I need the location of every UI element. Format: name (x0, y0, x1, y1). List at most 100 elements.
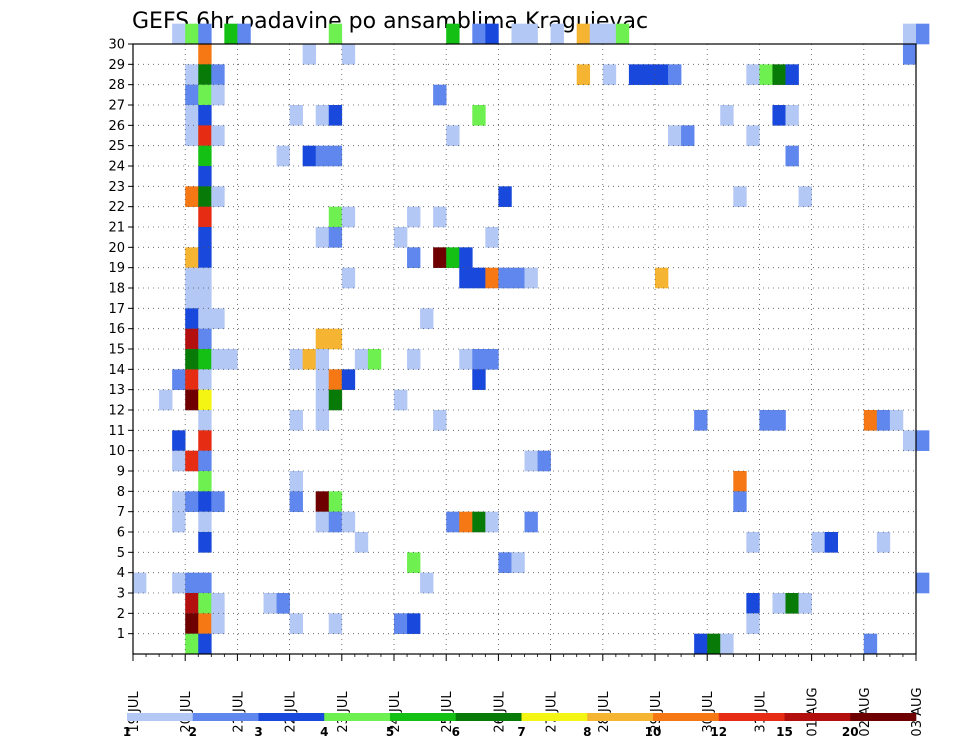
precip-cell (354, 349, 369, 370)
precip-cell (511, 267, 525, 289)
x-tick-label: 25 JUL (440, 691, 455, 733)
precip-cell (902, 44, 917, 65)
y-tick-label: 6 (117, 526, 125, 541)
y-tick-label: 27 (108, 99, 125, 114)
precip-cell (263, 593, 277, 614)
precip-cell (198, 23, 212, 45)
precip-cell (315, 410, 330, 431)
precip-cell (863, 410, 878, 431)
precip-cell (172, 450, 186, 472)
precip-cell (876, 410, 891, 431)
precip-cell (341, 267, 356, 289)
colorbar-label: 1 (123, 725, 131, 739)
colorbar-label: 7 (517, 725, 525, 739)
precip-cell (198, 450, 212, 472)
precip-cell (433, 84, 447, 106)
precip-cell (733, 471, 747, 492)
precip-cell (824, 532, 838, 553)
x-tick-label: 23 JUL (336, 691, 351, 733)
y-tick-label: 15 (108, 343, 125, 358)
precip-cell (746, 125, 760, 146)
precip-cell (485, 267, 499, 289)
precip-cell (211, 64, 225, 85)
precip-cell (198, 369, 212, 390)
precip-cell (863, 633, 878, 655)
y-tick-label: 28 (108, 78, 125, 93)
precip-cell (394, 613, 408, 634)
precip-cell (198, 613, 212, 634)
precip-cell (459, 349, 473, 370)
precip-cell (198, 633, 212, 655)
y-tick-label: 14 (108, 363, 125, 378)
precip-cell (172, 572, 186, 594)
colorbar-swatch (718, 713, 785, 721)
precip-cell (655, 267, 669, 289)
precip-cell (407, 613, 421, 634)
precip-cell (276, 145, 290, 167)
precip-cell (198, 186, 212, 207)
precip-cell (811, 532, 825, 553)
precip-cell (185, 328, 199, 350)
precip-cell (211, 593, 225, 614)
precip-cell (524, 23, 538, 45)
precip-cell (694, 410, 708, 431)
precip-cell (472, 369, 486, 390)
y-tick-label: 13 (108, 383, 125, 398)
y-tick-label: 24 (108, 160, 125, 175)
precip-cell (315, 511, 330, 533)
precip-cell (668, 125, 682, 146)
precip-cell (211, 125, 225, 146)
precip-cell (407, 552, 421, 573)
precip-cell (185, 84, 199, 106)
precip-cell (785, 64, 799, 85)
y-tick-label: 2 (117, 607, 125, 622)
precip-cell (367, 349, 382, 370)
precip-cell (289, 613, 303, 634)
precip-cell (198, 64, 212, 85)
precip-cell (746, 593, 760, 614)
precip-cell (211, 349, 225, 370)
precip-cell (289, 471, 303, 492)
precip-cell (720, 633, 734, 655)
colorbar-label: 20 (842, 725, 859, 739)
colorbar-label: 5 (386, 725, 394, 739)
precip-cell (198, 430, 212, 451)
precipitation-cells (133, 23, 930, 655)
precip-cell (628, 64, 643, 85)
precip-cell (328, 389, 343, 411)
precip-cell (420, 308, 434, 329)
y-tick-label: 22 (108, 200, 125, 215)
precip-cell (902, 430, 917, 451)
colorbar-swatch (784, 713, 851, 721)
precip-cell (224, 349, 238, 370)
precip-cell (198, 166, 212, 187)
y-tick-label: 21 (108, 221, 125, 236)
precip-cell (172, 369, 186, 390)
precip-cell (407, 206, 421, 228)
colorbar-swatch (455, 713, 522, 721)
precip-cell (198, 328, 212, 350)
precip-cell (185, 267, 199, 289)
precip-cell (576, 64, 591, 85)
precip-cell (798, 593, 812, 614)
y-tick-label: 18 (108, 282, 125, 297)
x-tick-label: 28 JUL (597, 691, 612, 733)
y-tick-label: 29 (108, 58, 125, 73)
precip-cell (328, 227, 343, 248)
precip-cell (185, 349, 199, 370)
grid-lines (133, 44, 916, 654)
precip-cell (328, 328, 343, 350)
precip-cell (198, 227, 212, 248)
precip-cell (315, 389, 330, 411)
precip-cell (185, 247, 199, 268)
precip-cell (655, 64, 669, 85)
precip-cell (315, 328, 330, 350)
precip-cell (785, 145, 799, 167)
x-tick-label: 31 JUL (753, 691, 768, 733)
precip-cell (172, 430, 186, 451)
y-tick-label: 3 (117, 587, 125, 602)
colorbar-label: 3 (254, 725, 262, 739)
x-tick-label: 27 JUL (545, 691, 560, 733)
precip-cell (916, 430, 930, 451)
precip-cell (185, 593, 199, 614)
